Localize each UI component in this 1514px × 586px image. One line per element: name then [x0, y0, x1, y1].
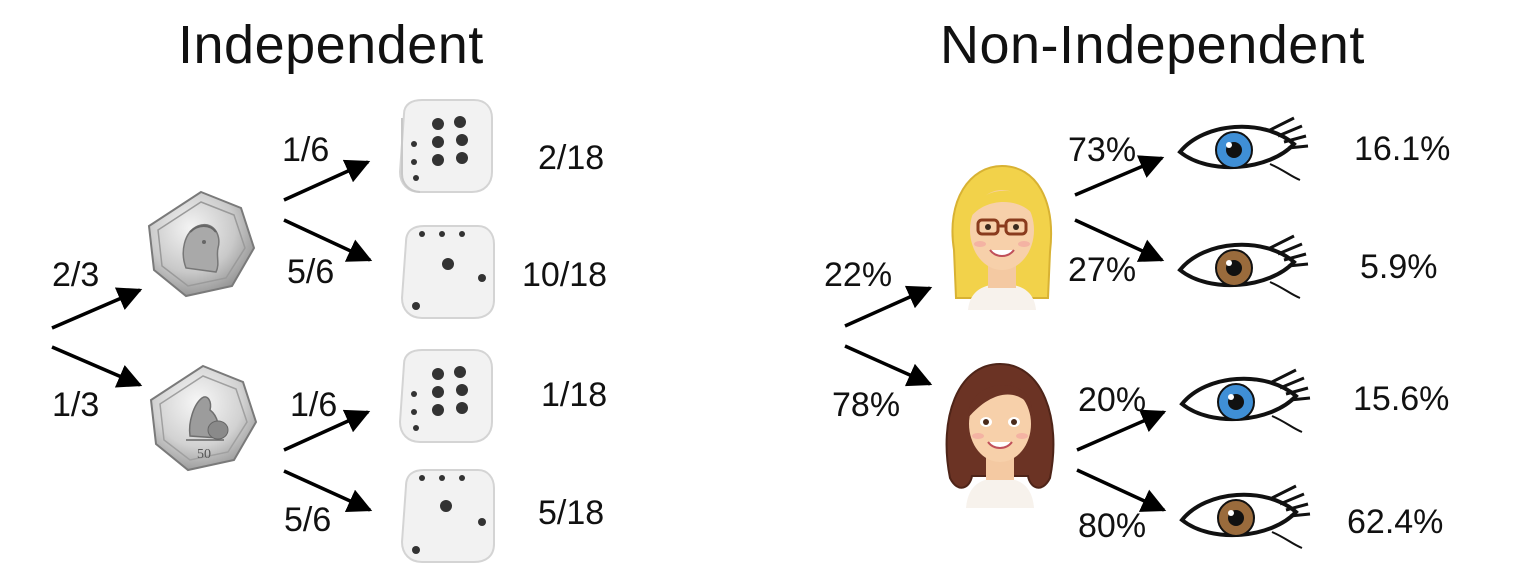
- arrow-p1-brown: [1074, 218, 1165, 262]
- arrow-to-coin1: [51, 287, 143, 330]
- person1-prob: 22%: [824, 256, 893, 294]
- nonind-result-3: 15.6%: [1353, 380, 1450, 418]
- non-independent-title: Non-Independent: [940, 15, 1365, 75]
- nonind-result-1: 16.1%: [1354, 130, 1451, 168]
- arrow-to-person2: [844, 344, 933, 387]
- arrow-p2-blue: [1076, 409, 1167, 452]
- independent-title: Independent: [178, 15, 484, 75]
- brown-eye-icon: [1177, 234, 1309, 299]
- coin1-prob: 2/3: [52, 256, 100, 294]
- arrow-to-person1: [844, 285, 933, 328]
- blonde-woman-icon: [951, 164, 1052, 310]
- arrow-to-coin2: [51, 345, 143, 388]
- result-2: 10/18: [522, 256, 608, 294]
- die-two-icon-2: [400, 469, 495, 563]
- p1-brown-prob: 27%: [1068, 251, 1137, 289]
- arrow-coin2-six: [283, 409, 371, 452]
- nonind-result-2: 5.9%: [1360, 248, 1438, 286]
- die-six-icon: [398, 99, 493, 193]
- arrow-p1-blue: [1074, 155, 1165, 197]
- die-six-icon-2: [398, 349, 493, 443]
- branch2-six-prob: 1/6: [290, 386, 338, 424]
- arrow-coin2-other: [283, 469, 373, 513]
- branch1-six-prob: 1/6: [282, 131, 330, 169]
- arrow-coin1-other: [283, 218, 373, 262]
- coin2-value: 50: [197, 447, 211, 462]
- branch2-other-prob: 5/6: [284, 501, 332, 539]
- blue-eye-icon-2: [1179, 368, 1311, 433]
- nonind-result-4: 62.4%: [1347, 503, 1444, 541]
- brunette-woman-icon: [945, 362, 1055, 508]
- branch1-other-prob: 5/6: [287, 253, 335, 291]
- arrow-p2-brown: [1076, 468, 1167, 512]
- result-3: 1/18: [541, 376, 608, 414]
- blue-eye-icon: [1177, 116, 1309, 181]
- arrow-coin1-six: [283, 159, 371, 202]
- die-two-icon: [400, 225, 495, 319]
- result-4: 5/18: [538, 494, 605, 532]
- person2-prob: 78%: [832, 386, 901, 424]
- result-1: 2/18: [538, 139, 605, 177]
- p2-blue-prob: 20%: [1078, 381, 1147, 419]
- coin-queen-icon: [147, 190, 256, 298]
- coin-britannia-icon: 50: [149, 364, 258, 472]
- brown-eye-icon-2: [1179, 484, 1311, 549]
- p1-blue-prob: 73%: [1068, 131, 1137, 169]
- p2-brown-prob: 80%: [1078, 507, 1147, 545]
- coin2-prob: 1/3: [52, 386, 100, 424]
